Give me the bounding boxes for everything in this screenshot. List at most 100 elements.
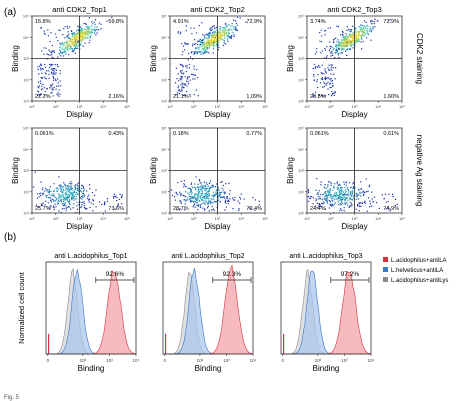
scatter-event <box>315 91 317 93</box>
scatter-event <box>77 32 79 34</box>
scatter-event <box>52 72 54 74</box>
scatter-event <box>349 30 351 32</box>
scatter-event <box>238 209 240 211</box>
scatter-event <box>195 50 197 53</box>
scatter-event <box>192 78 194 80</box>
scatter-event <box>234 28 236 30</box>
scatter-event <box>56 93 58 95</box>
scatter-event <box>207 201 210 203</box>
scatter-event <box>67 194 69 196</box>
y-tick-label: 10² <box>161 189 167 194</box>
scatter-event <box>75 39 77 41</box>
scatter-event <box>70 47 72 50</box>
scatter-event <box>209 44 211 46</box>
scatter-event <box>340 193 342 195</box>
scatter-event <box>87 195 89 197</box>
scatter-event <box>347 45 349 47</box>
scatter-event <box>46 70 48 72</box>
scatter-event <box>198 40 200 42</box>
scatter-event <box>80 44 82 46</box>
scatter-event <box>227 31 229 33</box>
scatter-event <box>48 193 50 195</box>
scatter-event <box>219 201 221 203</box>
scatter-event <box>334 91 336 93</box>
scatter-event <box>335 195 337 197</box>
scatter-event <box>210 37 212 39</box>
scatter-event <box>92 29 94 31</box>
scatter-event <box>57 40 59 42</box>
scatter-event <box>234 20 237 22</box>
scatter-event <box>201 22 203 24</box>
scatter-event <box>116 205 119 207</box>
scatter-event <box>336 188 338 190</box>
scatter-event <box>353 36 355 39</box>
scatter-event <box>210 40 212 42</box>
scatter-event <box>192 197 194 199</box>
scatter-event <box>314 95 316 97</box>
scatter-event <box>214 32 216 34</box>
scatter-event <box>197 195 199 197</box>
scatter-event <box>78 185 80 187</box>
plot-frame <box>45 261 137 355</box>
scatter-event <box>226 197 228 199</box>
scatter-event <box>185 196 187 198</box>
scatter-event <box>344 199 346 202</box>
y-tick-label: 10⁴ <box>298 35 304 40</box>
scatter-event <box>351 194 353 196</box>
scatter-event <box>314 205 317 207</box>
scatter-event <box>180 201 182 203</box>
scatter-event <box>355 39 357 41</box>
scatter-event <box>351 195 353 197</box>
scatter-event <box>329 41 331 43</box>
scatter-event <box>349 36 351 38</box>
scatter-event <box>219 37 221 39</box>
scatter-event <box>342 198 344 200</box>
scatter-event <box>217 49 219 51</box>
scatter-event <box>321 95 323 97</box>
scatter-event <box>87 33 89 35</box>
scatter-plot-title: anti CDK2_Top3 <box>327 5 382 14</box>
scatter-event <box>222 196 224 198</box>
scatter-event <box>83 194 86 196</box>
scatter-event <box>332 195 334 197</box>
scatter-event <box>205 46 207 48</box>
scatter-event <box>343 181 345 183</box>
scatter-event <box>196 193 198 195</box>
scatter-event <box>186 64 188 67</box>
y-tick-label: 10⁴ <box>161 147 167 152</box>
scatter-event <box>319 32 321 34</box>
scatter-event <box>228 29 230 31</box>
quadrant-ll-percent: 24.4% <box>310 206 326 212</box>
scatter-event <box>53 68 55 70</box>
scatter-event <box>47 35 49 37</box>
scatter-event <box>206 197 208 199</box>
scatter-event <box>212 33 214 35</box>
scatter-event <box>193 39 196 41</box>
scatter-event <box>75 35 78 38</box>
scatter-event <box>52 64 54 66</box>
scatter-event <box>66 36 69 38</box>
scatter-event <box>194 78 196 80</box>
scatter-event <box>88 201 90 203</box>
scatter-event <box>65 192 67 194</box>
scatter-event <box>66 187 68 189</box>
scatter-event <box>178 90 180 92</box>
scatter-event <box>91 21 93 23</box>
scatter-event <box>327 195 329 197</box>
scatter-event <box>49 186 51 188</box>
scatter-event <box>307 196 310 198</box>
scatter-event <box>49 54 51 56</box>
scatter-event <box>340 196 342 199</box>
scatter-event <box>213 209 215 211</box>
scatter-event <box>80 35 82 37</box>
scatter-event <box>340 186 342 188</box>
scatter-event <box>73 196 75 198</box>
scatter-event <box>359 205 361 207</box>
scatter-event <box>350 45 352 47</box>
scatter-event <box>199 197 201 199</box>
scatter-event <box>80 187 82 190</box>
scatter-event <box>198 193 200 195</box>
scatter-event <box>337 54 339 56</box>
scatter-event <box>370 31 372 33</box>
scatter-event <box>50 92 52 94</box>
